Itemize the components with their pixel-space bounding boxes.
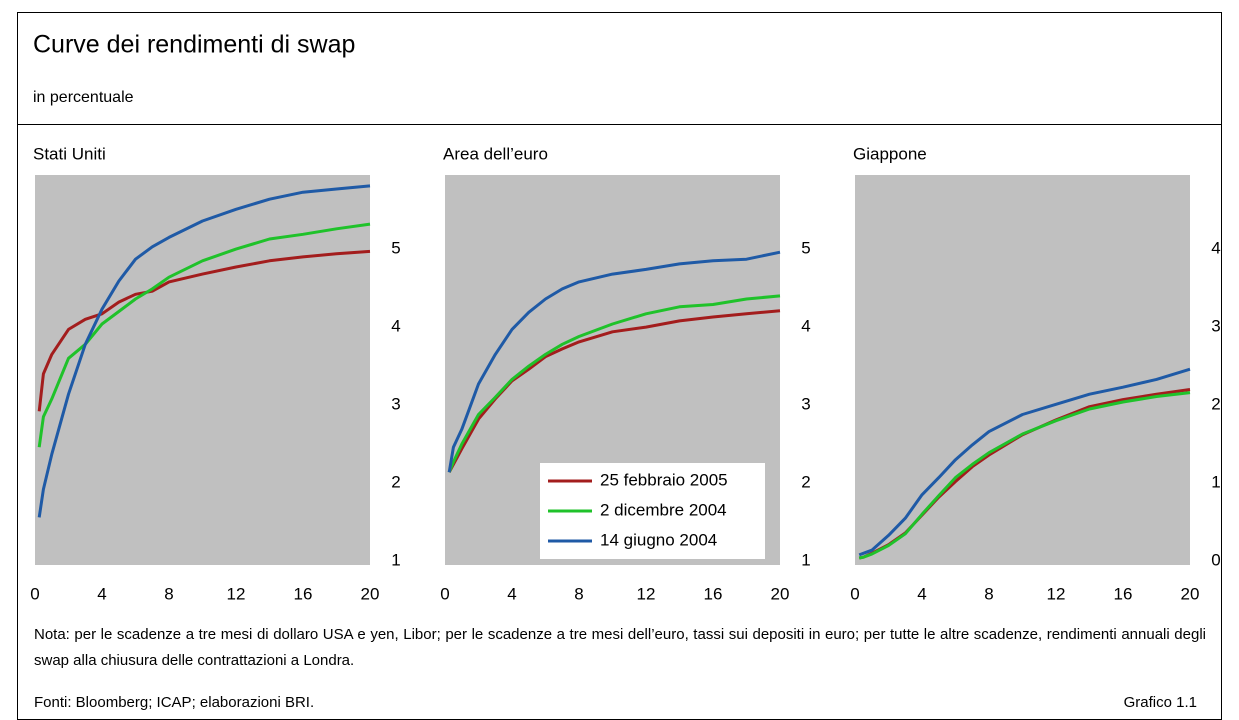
chart-subtitle: in percentuale <box>33 89 134 106</box>
figure-label: Grafico 1.1 <box>1123 694 1197 711</box>
y-tick-label: 5 <box>391 239 400 258</box>
x-tick-label: 8 <box>984 584 993 603</box>
x-tick-label: 20 <box>361 584 380 603</box>
panel-title: Giappone <box>853 144 927 163</box>
legend-label: 2 dicembre 2004 <box>600 500 727 519</box>
sources: Fonti: Bloomberg; ICAP; elaborazioni BRI… <box>34 694 315 711</box>
panel-title: Area dell’euro <box>443 144 548 163</box>
y-tick-label: 3 <box>801 395 810 414</box>
y-tick-label: 2 <box>391 473 400 492</box>
y-tick-label: 1 <box>801 551 810 570</box>
series-line <box>37 222 371 448</box>
legend-label: 25 febbraio 2005 <box>600 470 728 489</box>
x-tick-label: 12 <box>227 584 246 603</box>
x-tick-label: 16 <box>294 584 313 603</box>
series-line <box>858 391 1191 560</box>
x-tick-label: 20 <box>1181 584 1200 603</box>
y-tick-label: 0 <box>1211 551 1220 570</box>
y-tick-label: 4 <box>391 317 400 336</box>
y-tick-label: 1 <box>1211 473 1220 492</box>
panel-title: Stati Uniti <box>33 144 106 163</box>
chart-title: Curve dei rendimenti di swap <box>33 31 355 59</box>
y-tick-label: 3 <box>1211 317 1220 336</box>
x-tick-label: 8 <box>164 584 173 603</box>
plot-area <box>35 175 370 565</box>
y-tick-label: 3 <box>391 395 400 414</box>
y-tick-label: 5 <box>801 239 810 258</box>
x-tick-label: 4 <box>917 584 926 603</box>
x-tick-label: 12 <box>637 584 656 603</box>
series-line <box>858 367 1191 557</box>
series-line <box>447 250 781 473</box>
y-tick-label: 4 <box>801 317 810 336</box>
y-tick-label: 2 <box>1211 395 1220 414</box>
x-tick-label: 16 <box>704 584 723 603</box>
y-tick-label: 2 <box>801 473 810 492</box>
x-tick-label: 12 <box>1047 584 1066 603</box>
y-tick-label: 4 <box>1211 239 1220 258</box>
y-tick-label: 1 <box>391 551 400 570</box>
x-tick-label: 20 <box>771 584 790 603</box>
x-tick-label: 16 <box>1114 584 1133 603</box>
x-tick-label: 8 <box>574 584 583 603</box>
note: Nota: per le scadenze a tre mesi di doll… <box>34 626 1206 669</box>
series-line <box>447 309 781 473</box>
x-tick-label: 0 <box>30 584 39 603</box>
series-line <box>37 184 371 518</box>
x-tick-label: 4 <box>507 584 516 603</box>
x-tick-label: 4 <box>97 584 106 603</box>
series-line <box>447 294 781 473</box>
plot-area <box>855 175 1190 565</box>
x-tick-label: 0 <box>440 584 449 603</box>
x-tick-label: 0 <box>850 584 859 603</box>
legend-label: 14 giugno 2004 <box>600 530 717 549</box>
